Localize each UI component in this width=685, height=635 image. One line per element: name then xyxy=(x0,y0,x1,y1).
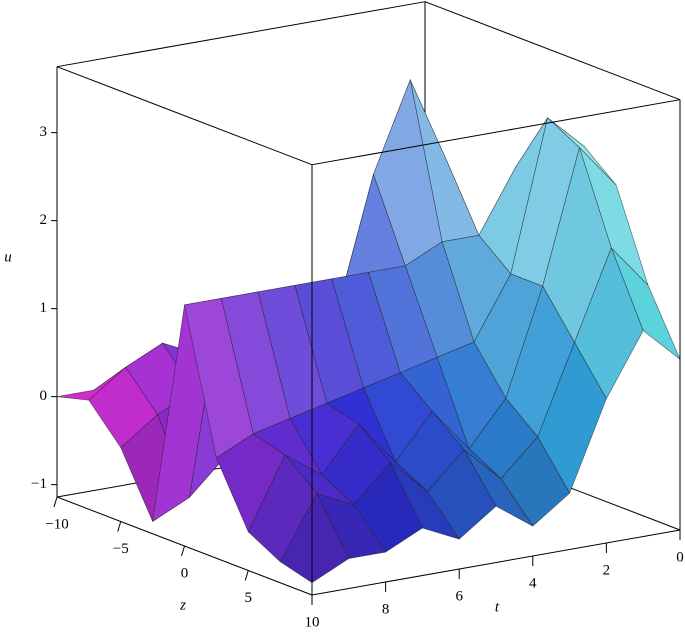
axis-title-u: u xyxy=(4,249,12,265)
axis-title-z: z xyxy=(179,597,186,613)
z-tick xyxy=(53,496,58,508)
u-tick-label: 1 xyxy=(40,300,48,316)
u-tick-label: −1 xyxy=(31,476,47,492)
u-tick-label: 2 xyxy=(40,212,48,228)
t-tick-label: 6 xyxy=(455,588,463,604)
t-tick-label: 4 xyxy=(529,575,537,591)
z-tick-label: 0 xyxy=(181,565,189,581)
u-tick-label: 3 xyxy=(40,124,48,140)
box-edge xyxy=(424,1,681,101)
z-tick-label: 5 xyxy=(245,590,253,606)
box-edge xyxy=(311,99,681,166)
z-tick-label: −10 xyxy=(45,516,68,532)
z-tick-label: −5 xyxy=(113,541,129,557)
box-edge xyxy=(311,529,681,596)
t-tick-label: 2 xyxy=(603,562,611,578)
u-tick-label: 0 xyxy=(40,388,48,404)
z-tick xyxy=(117,521,122,532)
t-tick-label: 10 xyxy=(305,614,320,630)
z-tick xyxy=(181,545,185,557)
box-edge xyxy=(56,1,426,68)
box-edge xyxy=(56,66,313,166)
axis-title-t: t xyxy=(495,599,500,615)
surface xyxy=(56,78,681,584)
t-tick-label: 8 xyxy=(382,601,390,617)
z-tick xyxy=(244,570,249,581)
t-tick-label: 0 xyxy=(676,549,684,565)
